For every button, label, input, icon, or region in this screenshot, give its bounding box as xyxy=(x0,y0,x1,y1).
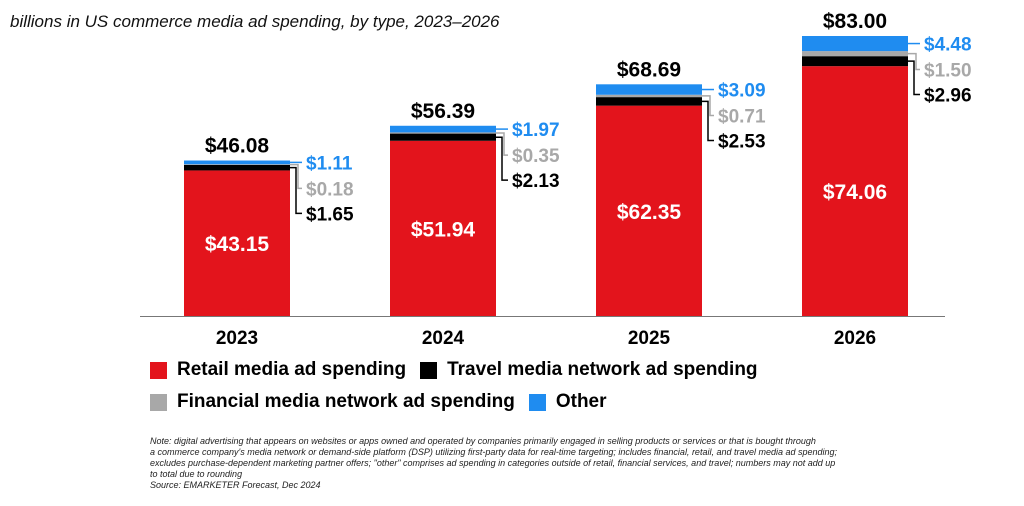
legend-label-retail: Retail media ad spending xyxy=(177,359,407,380)
bar-retail-2025 xyxy=(596,105,702,316)
bar-other-2026 xyxy=(802,36,908,52)
callout-line-financial-2026 xyxy=(908,52,920,71)
legend-item-other: Other xyxy=(528,391,607,413)
data-label-total-2024: $56.39 xyxy=(411,100,475,123)
stacked-bar-chart: $43.15 $46.08 2023 $1.11 $0.18 $1.65 $51.94 $56… xyxy=(140,10,972,349)
note-line-3: excludes purchase-dependent marketing pa… xyxy=(150,458,836,468)
data-label-other-2026: $4.48 xyxy=(924,35,972,56)
bar-other-2024 xyxy=(390,125,496,133)
bar-other-2025 xyxy=(596,84,702,95)
data-label-financial-2025: $0.71 xyxy=(718,107,766,128)
data-label-travel-2026: $2.96 xyxy=(924,86,972,107)
data-label-retail-2024: $51.94 xyxy=(411,218,476,241)
legend-label-travel: Travel media network ad spending xyxy=(447,359,758,380)
bar-travel-2026 xyxy=(802,56,908,67)
note-line-2: a commerce company's media network or de… xyxy=(150,447,838,457)
bar-other-2023 xyxy=(184,160,290,165)
bar-retail-2026 xyxy=(802,66,908,317)
note-line-4: to total due to rounding xyxy=(150,469,243,479)
bar-financial-2026 xyxy=(802,51,908,57)
data-label-travel-2023: $1.65 xyxy=(306,204,354,225)
bar-financial-2024 xyxy=(390,132,496,134)
data-label-travel-2025: $2.53 xyxy=(718,132,766,153)
data-label-total-2026: $83.00 xyxy=(823,10,887,33)
tick-label-2023: 2023 xyxy=(216,328,258,349)
callout-line-financial-2024 xyxy=(496,132,508,156)
callout-line-financial-2023 xyxy=(290,163,302,190)
data-label-total-2025: $68.69 xyxy=(617,58,681,81)
legend-swatch-retail xyxy=(150,361,167,379)
bar-travel-2023 xyxy=(184,164,290,171)
bar-financial-2023 xyxy=(184,164,290,165)
legend-label-financial: Financial media network ad spending xyxy=(177,391,515,412)
data-label-financial-2023: $0.18 xyxy=(306,179,354,200)
legend-item-financial: Financial media network ad spending xyxy=(150,391,515,413)
bar-travel-2025 xyxy=(596,97,702,106)
legend-swatch-other xyxy=(528,393,546,411)
legend-item-retail: Retail media ad spending xyxy=(150,359,406,381)
callout-line-travel-2024 xyxy=(496,136,508,181)
data-label-retail-2026: $74.06 xyxy=(823,181,887,204)
legend-swatch-travel xyxy=(420,361,438,379)
chart-source: Source: EMARKETER Forecast, Dec 2024 xyxy=(150,480,321,490)
tick-label-2026: 2026 xyxy=(834,328,876,349)
data-label-financial-2024: $0.35 xyxy=(512,146,560,167)
bar-travel-2024 xyxy=(390,133,496,141)
callout-line-travel-2025 xyxy=(702,100,714,142)
legend-row-1: Retail media ad spending Travel media ne… xyxy=(150,359,772,381)
data-label-total-2023: $46.08 xyxy=(205,135,270,158)
data-label-other-2024: $1.97 xyxy=(512,120,560,141)
data-label-retail-2025: $62.35 xyxy=(617,201,682,224)
data-label-other-2025: $3.09 xyxy=(718,81,766,102)
chart-subtitle: billions in US commerce media ad spendin… xyxy=(10,12,500,31)
chart-note: Note: digital advertising that appears o… xyxy=(150,436,980,491)
data-label-other-2023: $1.11 xyxy=(306,153,353,174)
data-label-financial-2026: $1.50 xyxy=(924,61,972,82)
legend-label-other: Other xyxy=(555,391,607,412)
legend-swatch-financial xyxy=(150,393,167,411)
data-label-travel-2024: $2.13 xyxy=(512,171,560,192)
legend-item-travel: Travel media network ad spending xyxy=(420,359,758,381)
callout-line-travel-2023 xyxy=(290,166,302,215)
data-label-retail-2023: $43.15 xyxy=(205,233,270,256)
tick-label-2025: 2025 xyxy=(628,328,671,349)
callout-line-financial-2025 xyxy=(702,95,714,117)
legend-row-2: Financial media network ad spending Othe… xyxy=(150,391,621,413)
bar-retail-2023 xyxy=(184,170,290,316)
note-line-1: Note: digital advertising that appears o… xyxy=(150,436,816,446)
callout-line-travel-2026 xyxy=(908,60,920,96)
bar-retail-2024 xyxy=(390,140,496,316)
bar-financial-2025 xyxy=(596,94,702,98)
tick-label-2024: 2024 xyxy=(422,328,465,349)
